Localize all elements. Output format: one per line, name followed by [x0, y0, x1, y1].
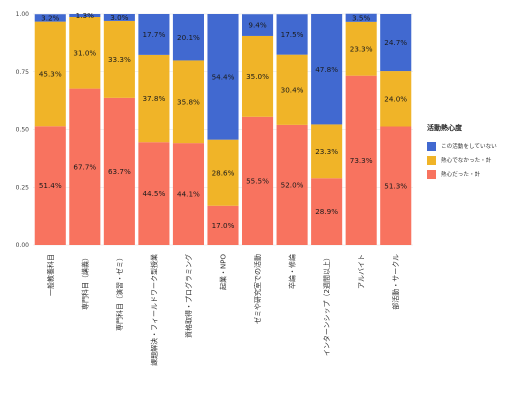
legend-item: 熱心だった・計	[427, 167, 513, 181]
x-tick-label: 起業・NPO	[219, 254, 228, 290]
data-label: 67.7%	[73, 162, 96, 171]
x-tick-label: 資格取得・プログラミング	[184, 254, 193, 338]
data-label: 30.4%	[281, 85, 304, 94]
x-tick-label: ゼミや研究室での活動	[253, 254, 262, 324]
legend-item: 熱心でなかった・計	[427, 153, 513, 167]
bar-segment	[276, 124, 308, 245]
x-tick-label: 卒論・修論	[288, 254, 297, 289]
data-label: 17.0%	[212, 221, 235, 230]
data-label: 1.3%	[76, 11, 94, 20]
bar-segment	[207, 14, 239, 140]
bar-segment	[34, 126, 66, 245]
data-label: 35.8%	[177, 97, 200, 106]
bar-segment	[103, 20, 135, 98]
bar-segment	[172, 143, 204, 245]
legend-label: 熱心でなかった・計	[441, 158, 492, 164]
bar-segment	[172, 14, 204, 61]
data-label: 51.4%	[39, 181, 62, 190]
bar-segment	[345, 21, 377, 76]
legend-label: この活動をしていない	[441, 144, 497, 150]
x-tick-label: 専門科目（演習・ゼミ）	[115, 254, 124, 331]
data-label: 28.6%	[212, 168, 235, 177]
bar-segment	[276, 54, 308, 125]
bar-segment	[242, 35, 274, 117]
data-label: 3.5%	[352, 13, 370, 22]
y-tick-label: 1.00	[16, 11, 30, 18]
bar-segment	[380, 71, 412, 127]
data-label: 23.3%	[315, 147, 338, 156]
bar-segment	[34, 14, 66, 22]
x-tick-label: アルバイト	[358, 254, 366, 289]
data-label: 45.3%	[39, 70, 62, 79]
data-label: 47.8%	[315, 65, 338, 74]
bar-segment	[207, 205, 239, 245]
data-label: 35.0%	[246, 72, 269, 81]
x-tick-label: 部活動・サークル	[391, 254, 400, 310]
data-label: 3.0%	[110, 13, 128, 22]
data-label: 17.7%	[142, 30, 165, 39]
data-label: 9.4%	[248, 21, 266, 30]
data-label: 33.3%	[108, 55, 131, 64]
data-label: 17.5%	[281, 30, 304, 39]
data-label: 55.5%	[246, 176, 269, 185]
bar-segment	[172, 60, 204, 144]
data-label: 54.4%	[212, 72, 235, 81]
y-tick-label: 0.75	[16, 69, 30, 76]
legend-label: 熱心だった・計	[441, 172, 481, 178]
bar-segment	[34, 21, 66, 127]
data-label: 44.1%	[177, 190, 200, 199]
bar-segment	[69, 88, 101, 245]
bar-segment	[345, 75, 377, 245]
x-tick-label: インターンシップ（2週間以上）	[322, 254, 331, 356]
data-label: 44.5%	[142, 189, 165, 198]
bar-segment	[276, 14, 308, 55]
data-label: 23.3%	[350, 44, 373, 53]
data-label: 52.0%	[281, 181, 304, 190]
bar-segment	[242, 116, 274, 245]
legend-swatch	[427, 141, 436, 151]
bar-segment	[345, 13, 377, 22]
bar-segment	[311, 178, 343, 245]
bar-segment	[311, 14, 343, 125]
data-label: 24.7%	[384, 38, 407, 47]
bar-segment	[138, 14, 170, 55]
x-tick-label: 一般教養科目	[46, 254, 55, 296]
bar-segment	[311, 124, 343, 179]
bar-segment	[69, 17, 101, 89]
legend: 活動熱心度 この活動をしていない 熱心でなかった・計 熱心だった・計	[427, 123, 513, 181]
bar-segment	[242, 14, 274, 36]
bar-segment	[138, 142, 170, 245]
bar-segment	[69, 14, 101, 18]
x-tick-label: 課題解決・フィールドワーク型授業	[149, 254, 158, 366]
bar-segment	[103, 97, 135, 245]
bar-segment	[103, 14, 135, 21]
data-label: 3.2%	[41, 14, 59, 23]
y-tick-label: 0.50	[16, 127, 30, 134]
data-label: 73.3%	[350, 156, 373, 165]
data-label: 28.9%	[315, 207, 338, 216]
data-label: 51.3%	[384, 181, 407, 190]
bar-segment	[138, 54, 170, 143]
bar-segment	[380, 14, 412, 72]
x-tick-label: 専門科目（講義）	[80, 254, 89, 310]
data-label: 63.7%	[108, 167, 131, 176]
legend-swatch	[427, 169, 436, 179]
data-label: 20.1%	[177, 33, 200, 42]
data-label: 37.8%	[142, 94, 165, 103]
data-label: 31.0%	[73, 48, 96, 57]
legend-item: この活動をしていない	[427, 139, 513, 153]
data-label: 24.0%	[384, 94, 407, 103]
y-tick-label: 0.00	[16, 242, 30, 249]
legend-title: 活動熱心度	[427, 124, 462, 132]
y-tick-label: 0.25	[16, 184, 30, 191]
bar-segment	[380, 126, 412, 245]
legend-swatch	[427, 155, 436, 165]
bar-segment	[207, 139, 239, 206]
